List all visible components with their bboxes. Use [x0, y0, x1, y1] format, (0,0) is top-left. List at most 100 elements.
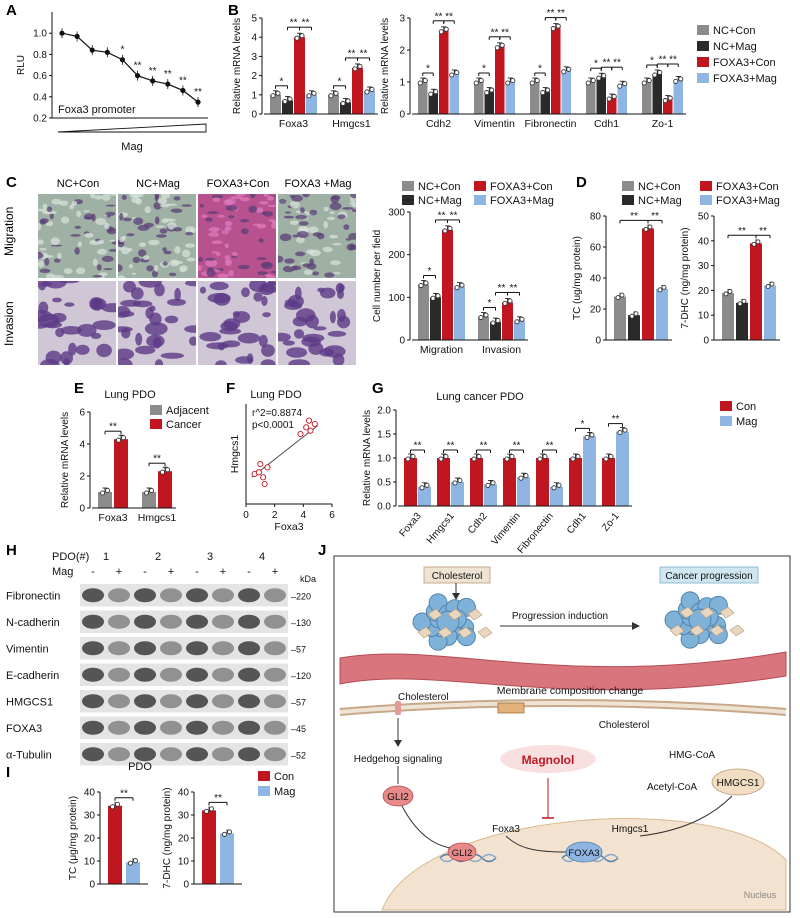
chart-b2-replicate-point: [596, 75, 602, 81]
blot-band: [160, 641, 182, 656]
chart-c-replicate-point: [514, 319, 520, 325]
blot-mag-sign: +: [220, 566, 226, 578]
chart-d1-bar: [642, 228, 654, 340]
chart-b1-replicate-point: [294, 35, 300, 41]
blot-protein-label: HMGCS1: [6, 696, 53, 708]
chart-i1-bar: [108, 805, 122, 884]
chart-i1-y-tick-label: 30: [84, 811, 96, 822]
blot-band: [160, 747, 182, 762]
hmgcs1-enzyme-label: HMGCS1: [717, 778, 760, 789]
micrograph-cell: [173, 196, 181, 201]
chart-i-legend-label: Mag: [274, 786, 295, 798]
chart-b2-sig-label: *: [482, 64, 486, 75]
micrograph-cell: [63, 357, 70, 365]
micrograph-cell: [185, 226, 196, 234]
micrograph-cell: [330, 195, 340, 204]
blot-strip: [80, 663, 288, 686]
micrograph-cell: [296, 231, 309, 238]
chart-i2-sig-label: **: [214, 793, 222, 804]
micrograph-cell: [199, 286, 207, 294]
micrograph-cell: [296, 236, 305, 244]
blot-band: [108, 667, 130, 682]
blot-band: [160, 667, 182, 682]
micrograph-cell: [167, 222, 177, 230]
micrograph-cell: [38, 309, 53, 323]
blot-band: [238, 614, 260, 629]
chart-g-replicate-point: [617, 430, 623, 436]
hmgcs1-expression-arrow: [639, 795, 733, 837]
nucleus-label: Nucleus: [744, 890, 777, 900]
blot-band: [212, 641, 234, 656]
micrograph-cell: [216, 251, 221, 257]
micrograph-cell: [335, 282, 345, 294]
micrograph-cell: [263, 194, 269, 197]
chart-e-sig-label: **: [109, 422, 117, 433]
chart-a-sig-label: **: [164, 69, 172, 80]
chart-a-sig-label: **: [134, 61, 142, 72]
chart-b1-bar: [364, 90, 375, 114]
chart-c-sig-label: **: [498, 283, 506, 294]
cholesterol-crystal: [447, 608, 463, 621]
chart-b2-sig-label: **: [547, 8, 555, 19]
chart-b2-sig-label: *: [650, 56, 654, 67]
micrograph-cell: [260, 359, 276, 365]
micrograph-cell: [154, 216, 160, 225]
chart-d1-sig-label: **: [651, 211, 659, 222]
chart-g-replicate-point: [589, 432, 595, 438]
chart-d1-replicate-point: [619, 292, 625, 298]
chart-c-category-label: Invasion: [482, 344, 521, 356]
chart-b2-replicate-point: [433, 89, 439, 95]
cholesterol-crystal: [729, 624, 745, 637]
chart-i-title: PDO: [128, 761, 152, 773]
chart-i1-replicate-point: [109, 804, 116, 810]
chart-d2-sig-label: **: [759, 226, 767, 237]
micrograph-cell: [76, 323, 97, 337]
micrograph-cell: [329, 202, 342, 211]
blot-mag-sign: +: [272, 566, 278, 578]
micrograph-cell: [119, 212, 124, 221]
chart-b2-replicate-point: [566, 66, 572, 72]
micrograph-cell: [224, 243, 229, 249]
blot-band: [212, 694, 234, 709]
micrograph-cell: [211, 240, 223, 244]
chart-b2-sig-label: *: [594, 59, 598, 70]
micrograph-cell: [312, 232, 322, 237]
chart-b-legend-swatch: [697, 41, 709, 51]
micrograph-cell: [249, 281, 268, 292]
blot-band: [108, 694, 130, 709]
chart-i2-replicate-point: [226, 829, 233, 835]
blot-mag-sign: +: [116, 566, 122, 578]
blot-band: [212, 588, 234, 603]
chart-g-category-label: Hmgcs1: [425, 511, 457, 547]
chart-c-replicate-point: [423, 280, 429, 286]
micrograph-cell: [258, 238, 264, 243]
micrograph-cell: [106, 215, 111, 218]
micrograph-cell: [201, 214, 208, 218]
chart-g-replicate-point: [476, 453, 482, 460]
micrograph-cell: [57, 252, 62, 260]
blot-band: [108, 614, 130, 629]
micrograph-cell: [144, 322, 168, 336]
micrograph-cell: [288, 359, 310, 365]
gli2-protein-label: GLI2: [387, 792, 409, 803]
chart-c-bar: [430, 297, 441, 340]
panel-label-j: J: [318, 542, 327, 559]
micrograph-cell: [257, 271, 268, 275]
micrograph-cell: [108, 248, 116, 252]
chart-e-y-tick-label: 2: [79, 472, 85, 483]
blot-size-label: –130: [291, 618, 311, 628]
chart-b2-replicate-point: [657, 69, 663, 76]
chart-i2-replicate-point: [208, 806, 215, 812]
micrograph-cell: [302, 333, 325, 343]
micrograph-row-label-invasion: Invasion: [2, 301, 16, 346]
chart-b1-replicate-point: [299, 33, 305, 39]
panel-label-g: G: [372, 380, 384, 397]
chart-i2-y-tick-label: 30: [178, 811, 190, 822]
chart-e-replicate-point: [159, 469, 166, 475]
chart-c-replicate-point: [507, 298, 513, 304]
micrograph-cell: [106, 227, 116, 235]
micrograph-cell: [322, 246, 333, 253]
chart-i1-sig-label: **: [120, 788, 128, 799]
micrograph-cell: [135, 345, 156, 355]
chart-b2-sig-label: **: [603, 58, 611, 69]
